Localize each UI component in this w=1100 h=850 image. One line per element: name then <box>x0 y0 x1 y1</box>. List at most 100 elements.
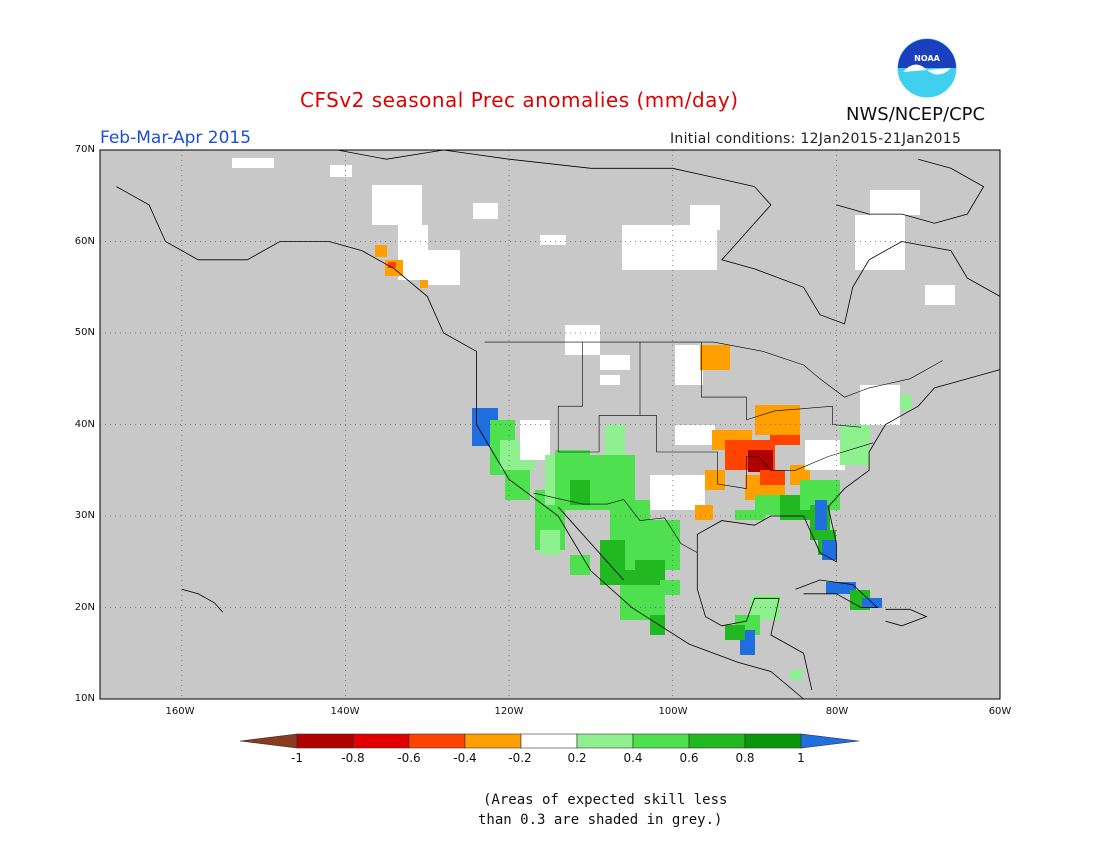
footnote-line-2: than 0.3 are shaded in grey.) <box>478 812 723 828</box>
coastline <box>337 149 1001 325</box>
lon-label-160w: 160W <box>165 706 195 717</box>
anomaly-patch <box>755 405 800 435</box>
initial-conditions: Initial conditions: 12Jan2015-21Jan2015 <box>670 131 962 147</box>
anomaly-patch <box>870 190 920 215</box>
colorbar-swatch <box>576 733 634 749</box>
lat-label-20n: 20N <box>74 602 95 613</box>
footnote-line-1: (Areas of expected skill less <box>483 792 728 808</box>
anomaly-patch <box>826 582 856 594</box>
colorbar-swatch <box>464 733 522 749</box>
anomaly-patch <box>925 285 955 305</box>
anomaly-patch <box>650 475 705 510</box>
map-frame <box>99 149 1001 700</box>
forecast-period: Feb-Mar-Apr 2015 <box>100 128 252 148</box>
anomaly-patch <box>860 385 900 425</box>
anomaly-patch <box>650 615 665 635</box>
lon-label-60w: 60W <box>988 706 1012 717</box>
noaa-logo: NOAA <box>897 38 957 98</box>
colorbar-label: -0.2 <box>508 751 532 765</box>
anomaly-patch <box>700 345 730 370</box>
anomaly-patch <box>520 420 550 460</box>
colorbar-label: 0.2 <box>567 751 587 765</box>
anomaly-patch <box>658 258 678 268</box>
anomaly-patch <box>815 500 827 530</box>
political-border <box>533 492 698 553</box>
colorbar-arrow-right <box>800 733 860 749</box>
map-border <box>99 149 1001 700</box>
anomaly-patch <box>388 262 396 268</box>
colorbar-label: 0.8 <box>735 751 755 765</box>
coastlines <box>116 149 1001 700</box>
colorbar-swatch <box>688 733 746 749</box>
anomaly-patch <box>600 355 630 370</box>
lat-label-60n: 60N <box>74 236 95 247</box>
colorbar-swatch <box>632 733 690 749</box>
lon-label-80w: 80W <box>825 706 849 717</box>
anomaly-patch <box>790 670 802 680</box>
colorbar-label: -0.6 <box>397 751 421 765</box>
anomaly-patch <box>330 165 352 177</box>
anomaly-patch <box>855 215 905 270</box>
coastline <box>885 608 928 627</box>
anomaly-patch <box>760 470 785 485</box>
colorbar-swatch <box>520 733 578 749</box>
colorbar-label: -0.4 <box>453 751 477 765</box>
anomaly-patch <box>705 470 725 490</box>
anomaly-patch <box>822 540 836 560</box>
map-title: CFSv2 seasonal Prec anomalies (mm/day) <box>300 88 739 112</box>
anomaly-patch <box>375 245 387 257</box>
anomaly-patch <box>695 505 713 520</box>
anomaly-patch <box>473 203 498 219</box>
anomaly-patch <box>540 530 560 555</box>
colorbar-swatch <box>296 733 354 749</box>
anomaly-patch <box>570 555 590 575</box>
colorbar-swatch <box>744 733 802 749</box>
lon-label-120w: 120W <box>494 706 524 717</box>
lat-label-10n: 10N <box>74 693 95 704</box>
political-border <box>557 342 641 453</box>
anomaly-patch <box>570 480 590 505</box>
map-gridlines <box>100 150 1000 699</box>
anomaly-patch <box>605 425 625 455</box>
anomaly-patch <box>675 345 703 385</box>
colorbar-label: 0.6 <box>679 751 699 765</box>
anomaly-patch <box>675 425 715 445</box>
anomaly-patch <box>748 450 773 472</box>
agency-label: NWS/NCEP/CPC <box>846 104 986 125</box>
colorbar-label: -0.8 <box>341 751 365 765</box>
coastline <box>181 588 223 613</box>
anomaly-patch <box>690 205 720 230</box>
anomaly-patch <box>735 510 765 520</box>
coastline <box>116 186 804 700</box>
anomaly-patch <box>540 235 566 245</box>
anomaly-patch <box>660 580 680 595</box>
colorbar-label: -1 <box>291 751 303 765</box>
anomaly-patch <box>725 625 745 640</box>
coastline <box>795 579 879 608</box>
lon-label-100w: 100W <box>658 706 688 717</box>
anomaly-patch <box>425 250 460 285</box>
political-border <box>640 415 874 489</box>
coastline <box>696 552 813 690</box>
political-border <box>701 342 861 428</box>
lat-label-40n: 40N <box>74 419 95 430</box>
anomaly-patch <box>600 375 620 385</box>
lat-label-30n: 30N <box>74 510 95 521</box>
colorbar-swatch <box>352 733 410 749</box>
colorbar-label: 1 <box>797 751 805 765</box>
lon-label-140w: 140W <box>330 706 360 717</box>
colorbar-arrow-left <box>239 733 298 749</box>
logo-text: NOAA <box>914 54 940 63</box>
anomaly-patch <box>232 158 274 168</box>
anomaly-patch <box>420 280 428 288</box>
coastline <box>557 506 624 581</box>
lat-label-50n: 50N <box>74 327 95 338</box>
colorbar-label: 0.4 <box>623 751 643 765</box>
anomaly-patch <box>805 440 845 470</box>
coastline <box>696 369 1001 563</box>
anomaly-patch <box>900 395 912 410</box>
political-border <box>484 341 943 398</box>
anomaly-patch <box>372 185 422 225</box>
